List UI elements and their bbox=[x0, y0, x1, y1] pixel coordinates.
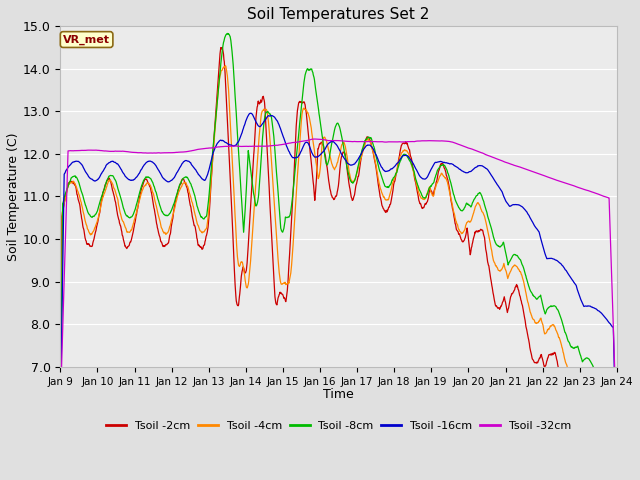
Title: Soil Temperatures Set 2: Soil Temperatures Set 2 bbox=[248, 7, 429, 22]
Text: VR_met: VR_met bbox=[63, 35, 110, 45]
Legend: Tsoil -2cm, Tsoil -4cm, Tsoil -8cm, Tsoil -16cm, Tsoil -32cm: Tsoil -2cm, Tsoil -4cm, Tsoil -8cm, Tsoi… bbox=[101, 417, 576, 436]
X-axis label: Time: Time bbox=[323, 388, 354, 401]
Y-axis label: Soil Temperature (C): Soil Temperature (C) bbox=[7, 132, 20, 261]
